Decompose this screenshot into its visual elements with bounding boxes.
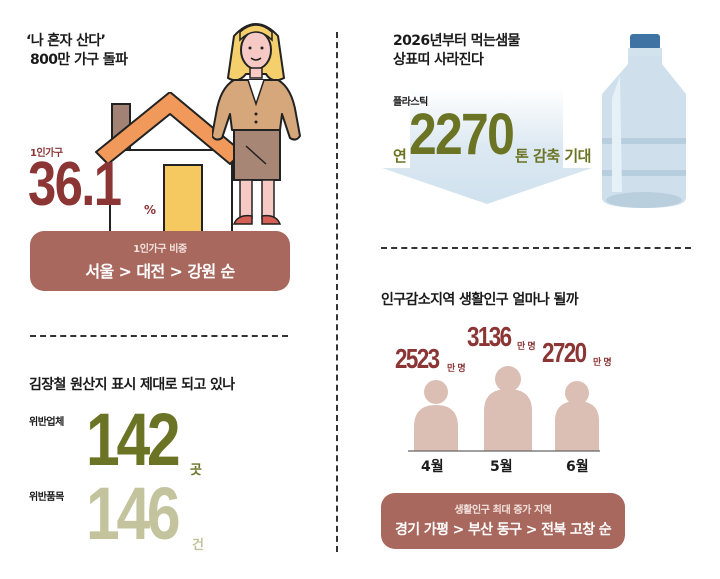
stat-prefix: 연 [393, 147, 407, 165]
house-icon [95, 92, 243, 232]
panel-title-line2: 800만 가구 돌파 [30, 52, 128, 68]
stat-value-group: 36.1 [28, 150, 141, 220]
down-arrow-icon [382, 88, 592, 204]
x-label-may: 5월 [490, 459, 513, 475]
population-pictogram [408, 366, 600, 452]
value-unit-jun: 만 명 [593, 358, 612, 368]
vertical-divider [336, 32, 338, 552]
stat-value: 2270 [409, 102, 515, 167]
row-label: 위반업체 [29, 417, 64, 428]
value-label-jun: 2720 [542, 337, 587, 368]
panel-title-line1: ‘나 혼자 산다’ [26, 33, 106, 49]
stat-label: 플라스틱 [393, 97, 428, 108]
divider-right [381, 247, 691, 249]
value-unit-apr: 만 명 [447, 364, 466, 374]
row-label: 위반품목 [29, 492, 64, 503]
person-may-icon [484, 366, 532, 451]
row-value-group: 146 [86, 476, 197, 552]
row-value: 142 [86, 398, 181, 481]
water-bottle-icon [602, 34, 686, 208]
ranking-banner: 생활인구 최대 증가 지역 경기 가평 > 부산 동구 > 전북 고창 순 [381, 493, 625, 549]
value-unit-may: 만 명 [517, 342, 536, 352]
person-apr-icon [414, 380, 458, 451]
value-label-may: 3136 [467, 321, 512, 352]
stat-value-group: 2270 [409, 104, 530, 166]
x-label-jun: 6월 [566, 459, 589, 475]
banner-ranking: 경기 가평 > 부산 동구 > 전북 고창 순 [394, 522, 612, 538]
banner-subtitle: 1인가구 비중 [133, 244, 187, 255]
ranking-banner: 1인가구 비중 서울 > 대전 > 강원 순 [30, 231, 290, 291]
panel-title-line1: 2026년부터 먹는샘물 [393, 33, 520, 49]
row-value: 146 [86, 472, 181, 555]
stat-value: 36.1 [28, 150, 122, 219]
divider-left [30, 335, 288, 337]
panel-title-line2: 상표띠 사라진다 [393, 52, 484, 68]
row-value-group: 142 [86, 402, 197, 478]
banner-subtitle: 생활인구 최대 증가 지역 [454, 505, 552, 516]
panel-title: 인구감소지역 생활인구 얼마나 될까 [381, 292, 579, 308]
value-label-apr: 2523 [395, 343, 440, 374]
stat-suffix: 톤 감축 기대 [515, 147, 591, 165]
row-unit: 건 [192, 538, 204, 553]
banner-ranking: 서울 > 대전 > 강원 순 [85, 262, 235, 281]
woman-icon [212, 23, 301, 225]
x-label-apr: 4월 [421, 459, 444, 475]
panel-title: 김장철 원산지 표시 제대로 되고 있나 [29, 377, 235, 393]
stat-unit: % [144, 203, 156, 217]
row-unit: 곳 [190, 463, 202, 478]
stat-label: 1인가구 [30, 148, 63, 159]
person-jun-icon [555, 381, 599, 451]
